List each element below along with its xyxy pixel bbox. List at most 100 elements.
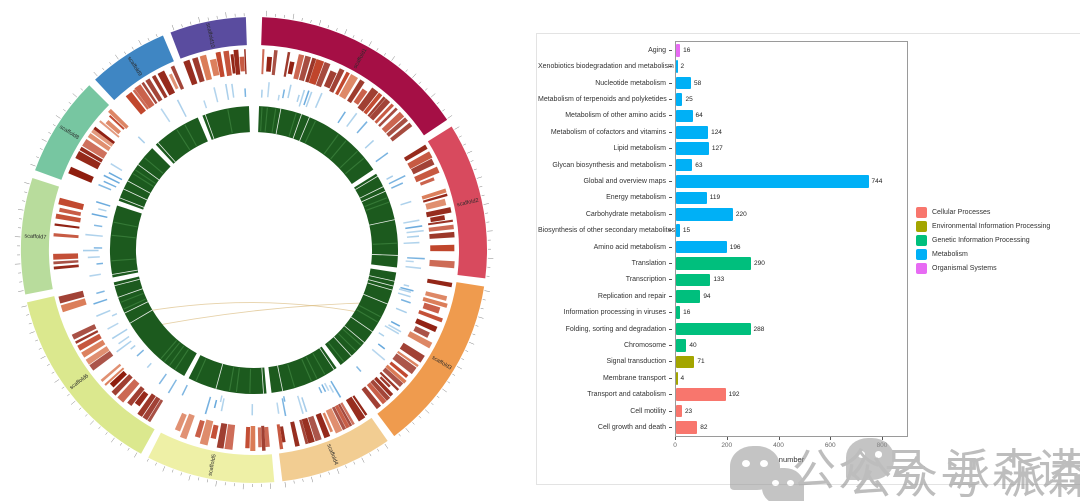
scale-tick bbox=[310, 19, 312, 24]
category-tick bbox=[669, 115, 672, 117]
scale-tick bbox=[463, 143, 467, 146]
ring-highlight bbox=[304, 120, 317, 143]
x-axis-tick bbox=[675, 437, 676, 440]
scale-tick bbox=[46, 363, 50, 366]
ring-gap bbox=[157, 142, 176, 163]
coverage-tick bbox=[111, 328, 128, 340]
category-label: Aging bbox=[648, 46, 666, 54]
bar bbox=[676, 142, 709, 155]
scale-tick bbox=[85, 414, 88, 417]
segment-label: scaffold10 bbox=[204, 23, 215, 49]
scale-tick bbox=[456, 366, 462, 370]
heatmap-tile bbox=[279, 426, 286, 443]
heatmap-tile bbox=[415, 318, 438, 333]
ring-highlight bbox=[176, 129, 191, 151]
ring-gap bbox=[275, 108, 282, 135]
scale-tick bbox=[124, 51, 127, 55]
bar bbox=[676, 191, 707, 205]
coverage-tick bbox=[118, 335, 130, 345]
scale-tick bbox=[39, 148, 43, 150]
heatmap-tile bbox=[276, 424, 284, 450]
scale-tick bbox=[109, 62, 112, 65]
heatmap-tile bbox=[174, 412, 187, 432]
ring-highlight bbox=[338, 333, 357, 352]
scale-tick bbox=[376, 48, 379, 51]
legend-swatch bbox=[916, 262, 927, 274]
heatmap-tile bbox=[75, 330, 99, 344]
category-tick bbox=[669, 230, 672, 232]
scale-tick bbox=[17, 208, 24, 211]
heatmap-tile bbox=[77, 333, 102, 351]
scale-tick bbox=[442, 109, 445, 112]
ring-highlight bbox=[164, 342, 180, 362]
scale-tick bbox=[63, 109, 66, 112]
chart-row: Metabolism of other amino acids 64 bbox=[538, 108, 918, 124]
scale-tick bbox=[18, 290, 24, 292]
scale-tick bbox=[171, 469, 174, 473]
scale-tick bbox=[384, 443, 389, 449]
coverage-tick bbox=[130, 344, 136, 350]
ring-highlight bbox=[372, 242, 397, 245]
coverage-tick bbox=[276, 402, 280, 414]
heatmap-tile bbox=[257, 427, 262, 448]
heatmap-tile bbox=[397, 350, 419, 368]
heatmap-tile bbox=[382, 367, 404, 388]
heatmap-tile bbox=[151, 74, 168, 99]
coverage-tick bbox=[167, 379, 178, 394]
heatmap-tile bbox=[223, 50, 232, 77]
chart-row: Nucleotide metabolism 58 bbox=[538, 75, 918, 91]
ring-gap bbox=[350, 316, 373, 333]
category-label: Nucleotide metabolism bbox=[595, 79, 666, 87]
heatmap-tile bbox=[379, 376, 391, 388]
ring-gap bbox=[344, 325, 365, 343]
legend-item: Genetic Information Processing bbox=[916, 233, 1050, 247]
scale-tick bbox=[28, 322, 32, 325]
coverage-tick bbox=[277, 94, 280, 101]
heatmap-tile bbox=[367, 96, 386, 118]
coverage-tick bbox=[91, 213, 108, 219]
scale-tick bbox=[80, 88, 84, 91]
category-label: Membrane transport bbox=[602, 374, 666, 382]
chromosome-segment bbox=[427, 126, 487, 279]
bar bbox=[676, 109, 693, 123]
coverage-tick bbox=[388, 324, 402, 333]
scale-tick bbox=[369, 453, 372, 457]
scale-tick bbox=[155, 34, 158, 38]
scale-tick bbox=[476, 176, 483, 179]
heatmap-tile bbox=[87, 133, 111, 152]
coverage-tick bbox=[220, 398, 225, 412]
heatmap-tile bbox=[125, 91, 146, 115]
category-tick bbox=[669, 131, 672, 133]
category-label: Energy metabolism bbox=[606, 194, 666, 202]
coverage-tick bbox=[298, 89, 306, 107]
ring-highlight bbox=[135, 169, 156, 184]
coverage-tick bbox=[407, 257, 425, 260]
heatmap-tile bbox=[407, 331, 433, 349]
heatmap-tile bbox=[147, 399, 164, 423]
heatmap-tile bbox=[369, 98, 391, 121]
scale-tick bbox=[54, 379, 60, 383]
heatmap-tile bbox=[413, 325, 430, 338]
chart-row: Cell growth and death 82 bbox=[538, 419, 918, 435]
heatmap-tile bbox=[407, 151, 433, 170]
bar bbox=[676, 339, 687, 352]
heatmap-tile bbox=[134, 84, 155, 109]
value-label: 124 bbox=[711, 128, 722, 136]
coverage-tick bbox=[98, 208, 107, 212]
category-tick bbox=[669, 82, 672, 84]
category-tick bbox=[669, 246, 672, 248]
heatmap-tile bbox=[414, 166, 440, 183]
bar bbox=[676, 421, 698, 434]
heatmap-tile bbox=[224, 424, 236, 450]
scale-tick bbox=[436, 101, 440, 105]
ring-gap bbox=[299, 116, 310, 142]
coverage-tick bbox=[213, 87, 219, 103]
coverage-tick bbox=[321, 384, 327, 393]
heatmap-tile bbox=[54, 223, 80, 229]
scale-tick bbox=[162, 466, 166, 472]
scale-tick bbox=[360, 39, 363, 42]
coverage-tick bbox=[137, 136, 146, 144]
heatmap-tile bbox=[85, 346, 110, 365]
ring-highlight bbox=[271, 108, 277, 133]
